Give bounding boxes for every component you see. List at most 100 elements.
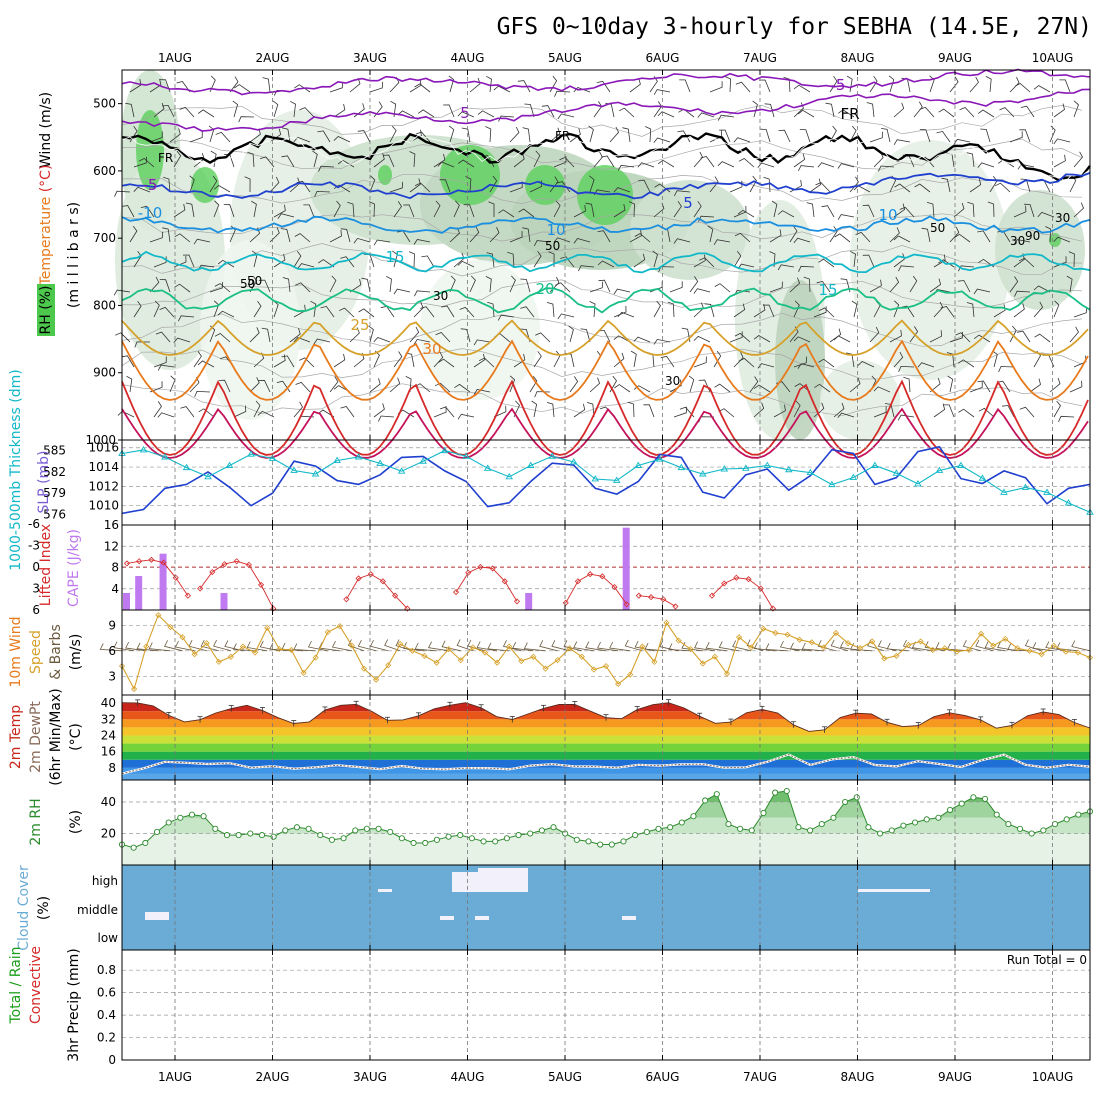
wind-barb (369, 81, 383, 93)
rh2m-marker (130, 844, 137, 851)
wind-barb (557, 113, 575, 120)
lifted-index-marker (209, 568, 216, 576)
wind-barb (753, 335, 771, 343)
wind-barb (373, 403, 385, 418)
wind-barb (473, 339, 491, 346)
wind-barb (489, 175, 498, 193)
contour-red (121, 379, 1089, 456)
p2-background (122, 440, 1090, 525)
label-temp-part: (°C) (38, 165, 54, 193)
slp-thickness-panel: 1010 1012 1014 1016 576 579 582 585 (43, 439, 1094, 526)
wind-barb (329, 230, 342, 243)
wind10m-barb (213, 639, 232, 652)
wind-barb (985, 76, 992, 93)
lifted-index-marker (647, 594, 655, 601)
rh2m-marker (515, 832, 522, 839)
lifted-index-marker (452, 589, 460, 596)
wind-barb (669, 281, 683, 293)
contour-teal (121, 250, 1091, 274)
rh2m-marker (142, 839, 149, 847)
wind-barb (1014, 290, 1031, 297)
cloud-level-label: middle (77, 903, 118, 917)
wind10m-marker (857, 645, 864, 652)
wind-barb (633, 385, 651, 393)
wind-barb (435, 332, 451, 343)
lifted-index-line (565, 573, 628, 605)
date-label-bottom: 4AUG (451, 1070, 485, 1084)
wind-barb (797, 363, 815, 369)
wind-barb (959, 107, 975, 118)
wind10m-marker (131, 685, 138, 693)
wind-barb (1033, 85, 1051, 93)
wind10m-barb (369, 640, 389, 652)
wind-barb (793, 300, 800, 318)
thickness-marker (957, 461, 965, 468)
wind10m-marker (252, 649, 259, 656)
contour-label: -10 (138, 204, 163, 222)
wind-barb (709, 81, 723, 93)
wind-barb (217, 310, 235, 318)
rh-shade (820, 360, 900, 440)
wind-barb (806, 202, 815, 218)
wind-barb (693, 356, 707, 368)
wind-barb (769, 251, 776, 268)
wind-barb (443, 104, 455, 118)
rh2m-marker (620, 838, 627, 845)
wind10m-marker (239, 643, 247, 650)
thickness-marker (139, 446, 148, 453)
label-slp-part: SLP (mb) (36, 450, 52, 513)
wind-barb (397, 110, 415, 118)
wind-barb (553, 200, 561, 218)
wind-barb (966, 152, 975, 168)
wind-barb (556, 181, 571, 193)
wind-barb (193, 238, 211, 245)
wind-barb (513, 153, 525, 168)
temp2m-tick-label: 32 (101, 712, 116, 726)
rh-shade (200, 240, 300, 420)
wind-barb (862, 204, 875, 218)
wind10m-barb (789, 642, 812, 652)
wind10m-marker (1026, 647, 1033, 654)
wind-barb (382, 154, 395, 168)
thickness-marker (892, 469, 901, 476)
label-lifted-index-part: Lifted Index (38, 524, 54, 606)
thickness-marker (505, 472, 513, 480)
wind-barb (978, 407, 995, 418)
wind-barb (486, 75, 492, 93)
wind-barb (992, 350, 998, 368)
date-label-top: 7AUG (743, 51, 777, 65)
rh2m-marker (247, 830, 254, 837)
thickness-marker (763, 461, 772, 468)
rh-shade (440, 145, 500, 205)
wind-barb (789, 277, 801, 293)
date-label-top: 6AUG (646, 51, 680, 65)
wind-barb (1069, 326, 1079, 343)
wind-barb (133, 300, 142, 318)
wind-barb (733, 303, 746, 318)
wind-barb (293, 250, 302, 268)
wind10m-marker (288, 646, 295, 654)
wind-barb (977, 380, 991, 393)
rh2m-marker (597, 841, 604, 848)
wind-barb (310, 300, 317, 318)
thickness-tick-label: 585 (43, 444, 66, 458)
wind-barb (898, 265, 915, 272)
wind-barb (469, 275, 476, 293)
cloud-cell (475, 916, 489, 920)
label-precip-b-part: Convective (28, 946, 44, 1024)
wind-barb (303, 204, 315, 218)
rh2m-marker (725, 821, 732, 828)
wind-barb (533, 240, 551, 247)
lifted-index-marker (745, 576, 752, 583)
wind-barb (947, 375, 954, 393)
wind-barb (533, 250, 542, 268)
wind10m-panel: 3 6 9 (99, 609, 1094, 696)
wind-barb (1014, 83, 1031, 93)
wind-barb (333, 103, 346, 118)
wind10m-barb (523, 642, 546, 652)
wind-barb (613, 204, 626, 218)
rh2m-marker (165, 819, 172, 826)
wind-barb (333, 184, 351, 193)
thickness-marker (1000, 488, 1008, 495)
lifted-index-marker (599, 573, 606, 580)
